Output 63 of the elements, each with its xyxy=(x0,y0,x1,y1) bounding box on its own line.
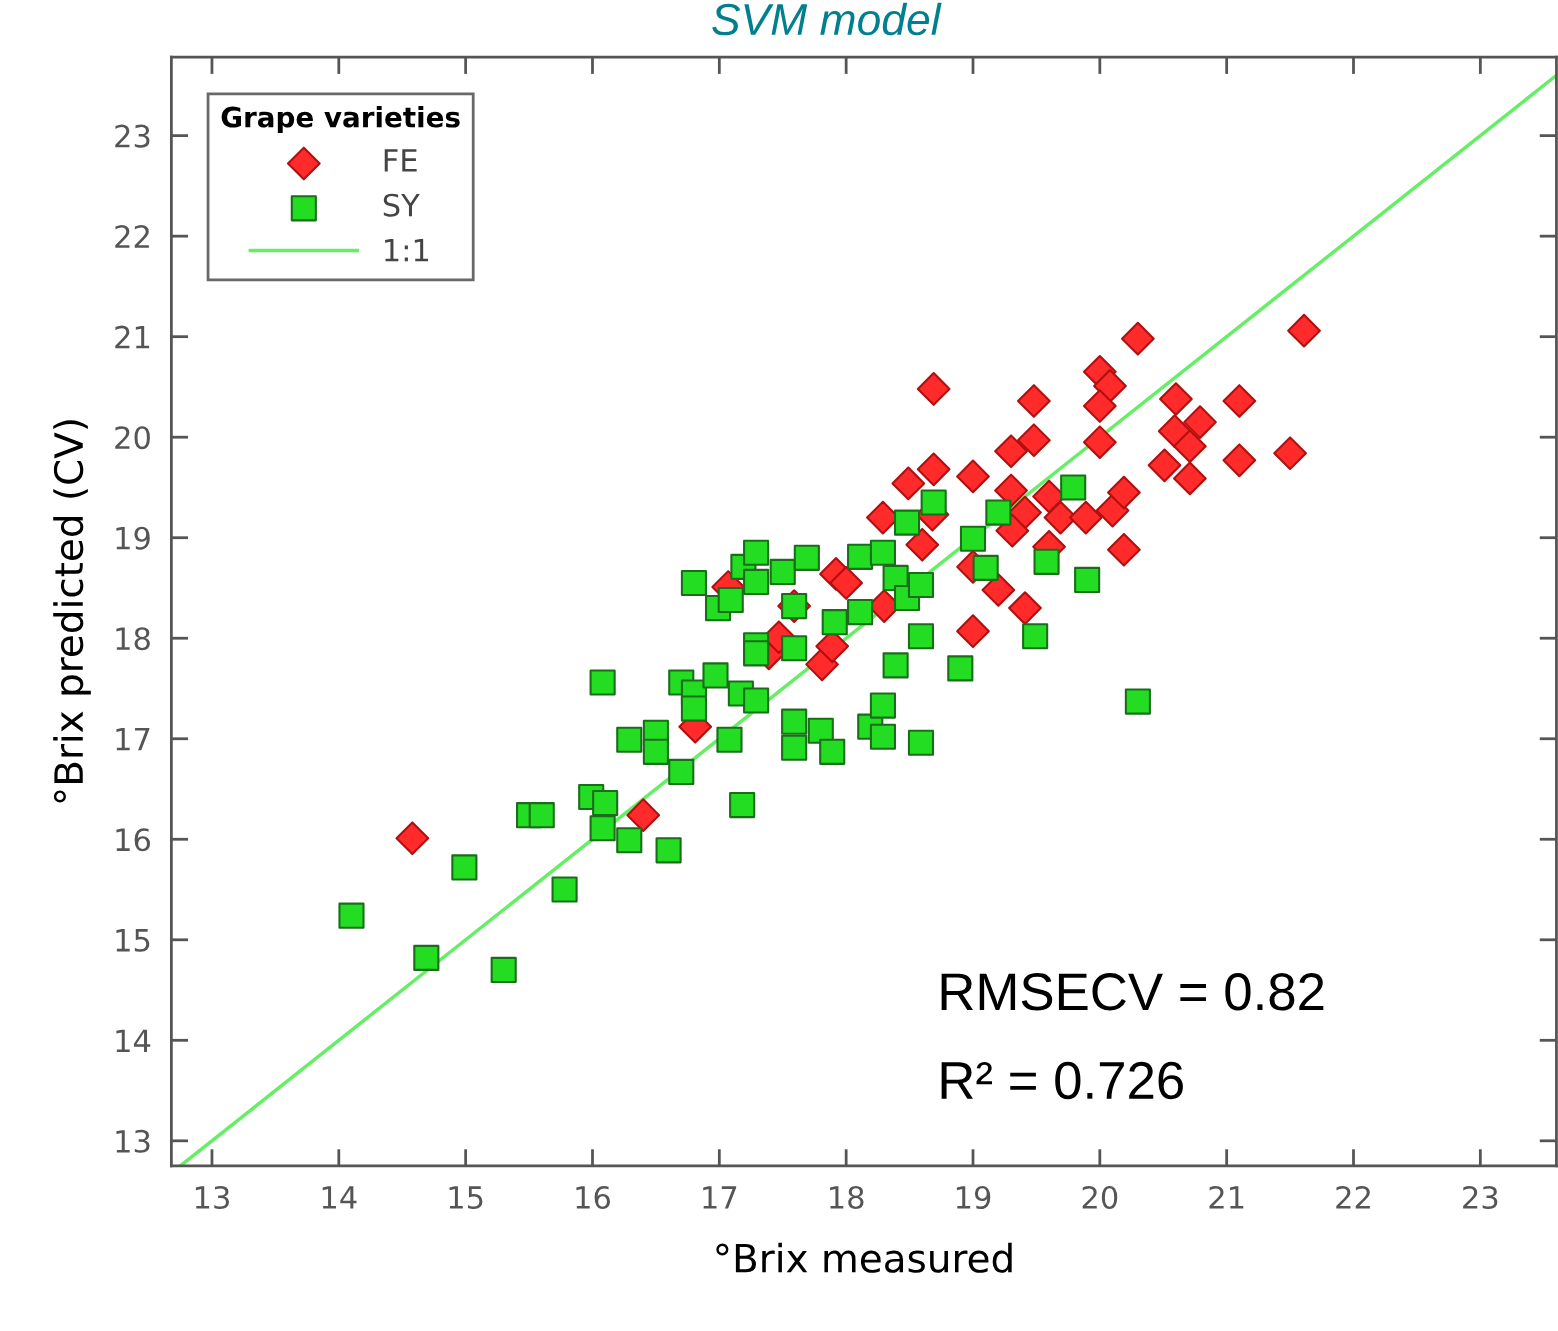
annotation: RMSECV = 0.82 xyxy=(941,973,1324,1011)
x-tick-label: 19 xyxy=(956,1185,991,1210)
point xyxy=(1173,429,1207,464)
x-tick-label: 14 xyxy=(322,1186,357,1209)
point xyxy=(994,434,1028,469)
x-tick-label: 23 xyxy=(1463,1185,1498,1210)
point xyxy=(981,573,1016,607)
point xyxy=(1159,382,1193,416)
point xyxy=(1107,475,1141,510)
y-tick-label: 15 xyxy=(116,929,150,952)
point xyxy=(1082,425,1117,460)
legend-label: FE xyxy=(384,149,417,172)
point xyxy=(1017,384,1051,418)
point xyxy=(1222,384,1257,418)
point xyxy=(1121,321,1155,356)
x-tick-label: 22 xyxy=(1336,1185,1370,1209)
y-tick-label: 20 xyxy=(115,426,150,450)
point xyxy=(829,566,864,600)
y-tick-label: 23 xyxy=(115,124,150,148)
point xyxy=(1107,532,1141,567)
y-tick-label: 17 xyxy=(116,728,150,751)
y-tick-label: 21 xyxy=(115,325,150,349)
chart-title: SVM model xyxy=(712,2,942,36)
point xyxy=(994,473,1028,508)
legend-label: 1:1 xyxy=(385,238,429,262)
point xyxy=(1017,423,1051,458)
point xyxy=(956,614,990,649)
point xyxy=(1183,405,1217,439)
point xyxy=(1147,448,1182,483)
point xyxy=(1273,436,1307,471)
point xyxy=(905,527,940,562)
annotation: R² = 0.726 xyxy=(941,1061,1183,1100)
point xyxy=(891,466,926,501)
y-tick-label: 18 xyxy=(116,627,150,651)
point xyxy=(1069,500,1103,535)
y-tick-label: 13 xyxy=(116,1129,150,1153)
point xyxy=(1093,369,1127,403)
legend-title: Grape varieties xyxy=(221,106,460,134)
x-tick-label: 15 xyxy=(449,1186,483,1210)
point xyxy=(1095,493,1130,528)
y-tick-label: 16 xyxy=(116,828,151,852)
point xyxy=(1222,443,1257,478)
point xyxy=(395,821,430,856)
point xyxy=(1008,591,1042,625)
y-tick-label: 22 xyxy=(115,225,149,248)
x-tick-label: 16 xyxy=(576,1185,610,1210)
point xyxy=(916,372,951,406)
y-tick-label: 19 xyxy=(116,526,150,550)
x-axis-title: °Brix measured xyxy=(716,1242,1012,1273)
point xyxy=(956,459,990,494)
y-axis-title: °Brix predicted (CV) xyxy=(53,420,91,803)
point xyxy=(1287,313,1321,348)
point xyxy=(916,452,951,487)
x-tick-label: 18 xyxy=(830,1185,864,1210)
point xyxy=(626,798,661,833)
legend-label: SY xyxy=(383,193,420,217)
x-tick-label: 13 xyxy=(195,1185,229,1210)
x-tick-label: 20 xyxy=(1082,1185,1118,1210)
y-tick-label: 14 xyxy=(116,1029,151,1052)
point xyxy=(1173,461,1207,496)
x-tick-label: 21 xyxy=(1209,1185,1244,1209)
x-tick-label: 17 xyxy=(703,1186,737,1209)
point xyxy=(1082,389,1117,423)
